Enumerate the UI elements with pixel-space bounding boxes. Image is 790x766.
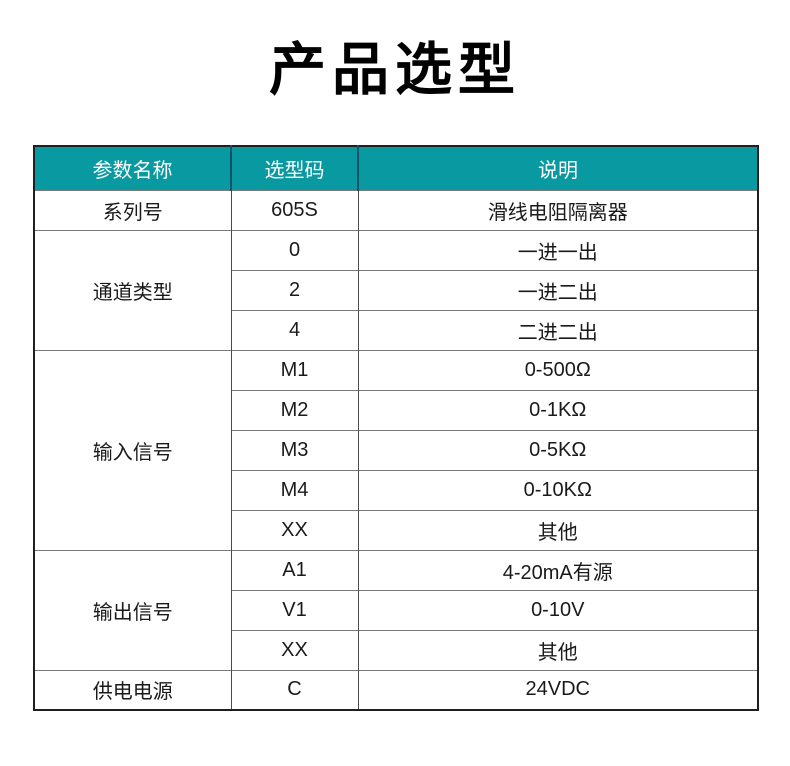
selection-code-cell: M3 xyxy=(230,429,358,470)
table-row: M2 0-1KΩ xyxy=(34,389,758,430)
description-cell: 0-1KΩ xyxy=(357,389,758,430)
selection-code-cell: XX xyxy=(230,509,358,550)
product-selection-page: 产品选型 参数名称 选型码 说明 系列号 605S 滑线电阻隔离器 通道类型 0 一进一出… xyxy=(0,42,790,711)
table-row: 系列号 605S 滑线电阻隔离器 xyxy=(34,189,758,230)
selection-code-cell: 4 xyxy=(230,309,358,350)
selection-code-cell: C xyxy=(230,669,358,710)
selection-code-cell: XX xyxy=(230,629,358,670)
selection-table: 参数名称 选型码 说明 系列号 605S 滑线电阻隔离器 通道类型 0 一进一出 2 一进二出… xyxy=(33,145,759,711)
table-row: 供电电源 C 24VDC xyxy=(34,669,758,710)
description-cell: 4-20mA有源 xyxy=(357,549,758,590)
selection-code-cell: A1 xyxy=(230,549,358,590)
table-row: M3 0-5KΩ xyxy=(34,429,758,470)
page-title: 产品选型 xyxy=(269,38,521,102)
selection-code-cell: 605S xyxy=(230,189,358,230)
param-name-cell: 输出信号 xyxy=(34,549,231,670)
selection-table-header: 参数名称 选型码 说明 xyxy=(34,146,758,191)
description-cell: 0-5KΩ xyxy=(357,429,758,470)
selection-code-cell: V1 xyxy=(230,589,358,630)
param-name-cell: 输入信号 xyxy=(34,349,231,550)
param-name-cell: 通道类型 xyxy=(34,229,231,350)
selection-code-cell: M4 xyxy=(230,469,358,510)
table-row: M4 0-10KΩ xyxy=(34,469,758,510)
selection-code-cell: M1 xyxy=(230,349,358,390)
description-cell: 一进二出 xyxy=(357,269,758,310)
table-row: 通道类型 0 一进一出 xyxy=(34,229,758,350)
table-row: 4 二进二出 xyxy=(34,309,758,350)
selection-code-cell: 2 xyxy=(230,269,358,310)
param-name-cell: 供电电源 xyxy=(34,669,231,710)
selection-code-cell: 0 xyxy=(230,229,358,270)
description-cell: 24VDC xyxy=(357,669,758,710)
description-cell: 二进二出 xyxy=(357,309,758,350)
table-row: 2 一进二出 xyxy=(34,269,758,310)
description-cell: 0-10V xyxy=(357,589,758,630)
description-cell: 一进一出 xyxy=(357,229,758,270)
description-cell: 0-10KΩ xyxy=(357,469,758,510)
table-row: XX 其他 xyxy=(34,629,758,670)
column-header-selection-code: 选型码 xyxy=(230,146,358,191)
param-name-cell: 系列号 xyxy=(34,189,231,230)
column-header-param-name: 参数名称 xyxy=(34,146,231,191)
column-header-description: 说明 xyxy=(357,146,758,191)
table-row: 输出信号 A1 4-20mA有源 xyxy=(34,549,758,670)
description-cell: 滑线电阻隔离器 xyxy=(357,189,758,230)
description-cell: 其他 xyxy=(357,629,758,670)
selection-code-cell: M2 xyxy=(230,389,358,430)
table-row: V1 0-10V xyxy=(34,589,758,630)
description-cell: 其他 xyxy=(357,509,758,550)
table-row: XX 其他 xyxy=(34,509,758,550)
header-row: 参数名称 选型码 说明 xyxy=(34,146,758,191)
selection-table-body: 系列号 605S 滑线电阻隔离器 通道类型 0 一进一出 2 一进二出 4 二进二出 输入信号 M1 0… xyxy=(34,189,758,710)
table-row: 输入信号 M1 0-500Ω xyxy=(34,349,758,550)
description-cell: 0-500Ω xyxy=(357,349,758,390)
